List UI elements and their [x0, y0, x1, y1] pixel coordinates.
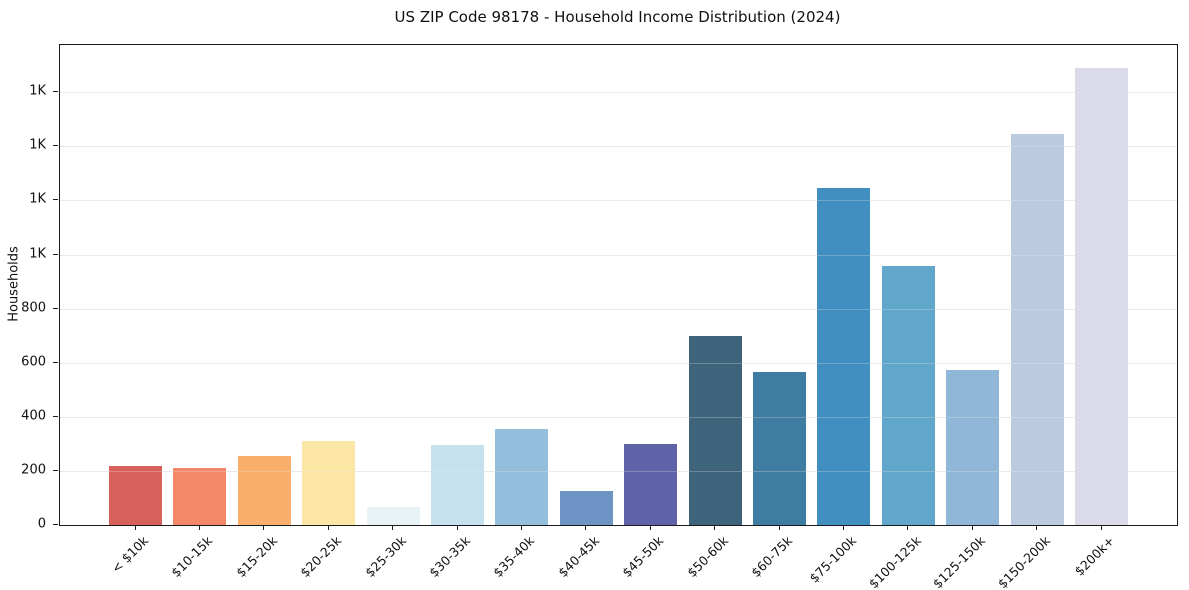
bar-$150-200k: [1010, 133, 1064, 525]
x-tick-label: $50-60k: [683, 533, 731, 581]
y-tick-label: 1K: [29, 137, 46, 153]
bar-$75-100k: [817, 188, 871, 525]
x-tick-label: $60-75k: [748, 533, 796, 581]
gridline: [60, 362, 1177, 364]
y-tick-label: 200: [21, 462, 46, 478]
x-tick-mark: [585, 525, 587, 530]
gridline: [60, 254, 1177, 256]
y-tick-mark: [53, 361, 58, 363]
y-tick-label: 1K: [29, 83, 46, 99]
gridline: [60, 254, 1177, 256]
x-tick-mark: [263, 525, 265, 530]
gridline: [60, 416, 1177, 418]
y-tick-mark: [53, 145, 58, 147]
gridline: [60, 362, 1177, 364]
bar-$25-30k: [366, 507, 420, 525]
y-tick-label: 400: [21, 408, 46, 424]
x-tick-mark: [1100, 525, 1102, 530]
bar-$60-75k: [753, 371, 806, 525]
bar-$125-150k: [946, 369, 1000, 525]
gridline: [60, 308, 1177, 310]
gridline: [60, 146, 1177, 148]
x-tick-label: $150-200k: [994, 533, 1053, 590]
x-tick-mark: [134, 525, 136, 530]
x-tick-mark: [198, 525, 200, 530]
x-tick-label: $15-20k: [232, 533, 280, 581]
bar-< $10k: [109, 465, 162, 525]
x-tick-label: $125-150k: [930, 533, 989, 590]
gridline: [60, 416, 1177, 418]
x-tick-mark: [649, 525, 651, 530]
x-tick-label: $20-25k: [297, 533, 345, 581]
x-tick-mark: [520, 525, 522, 530]
gridline: [60, 92, 1177, 94]
x-tick-mark: [714, 525, 716, 530]
y-tick-mark: [53, 199, 58, 201]
y-tick-mark: [53, 469, 58, 471]
gridline: [60, 146, 1177, 148]
gridline: [60, 200, 1177, 202]
y-tick-mark: [53, 91, 58, 93]
y-tick-label: 1K: [29, 246, 46, 262]
x-tick-label: $200k+: [1071, 533, 1118, 579]
plot-area: [59, 44, 1178, 526]
bar-$50-60k: [688, 335, 742, 525]
x-tick-label: $35-40k: [490, 533, 538, 581]
y-tick-mark: [53, 415, 58, 417]
y-tick-label: 0: [37, 516, 46, 532]
y-tick-label: 800: [21, 300, 46, 316]
x-tick-label: < $10k: [108, 533, 152, 576]
gridline: [60, 308, 1177, 310]
x-tick-mark: [1036, 525, 1038, 530]
y-tick-label: 1K: [29, 191, 46, 207]
y-tick-label: 600: [21, 354, 46, 370]
bar-$45-50k: [624, 443, 678, 525]
x-tick-label: $30-35k: [426, 533, 474, 581]
x-tick-label: $75-100k: [806, 533, 860, 586]
bar-$30-35k: [431, 444, 484, 525]
bar-$35-40k: [495, 429, 549, 525]
bar-$200k+: [1075, 68, 1128, 525]
x-tick-label: $40-45k: [554, 533, 602, 581]
gridline: [60, 92, 1177, 94]
x-tick-mark: [392, 525, 394, 530]
x-tick-label: $100-125k: [865, 533, 924, 590]
bar-$20-25k: [302, 441, 356, 525]
gridline: [60, 470, 1177, 472]
y-tick-mark: [53, 524, 58, 525]
bar-$15-20k: [237, 456, 291, 525]
x-tick-mark: [778, 525, 780, 530]
gridline: [60, 200, 1177, 202]
y-tick-mark: [53, 307, 58, 309]
y-tick-mark: [53, 253, 58, 255]
x-tick-label: $10-15k: [168, 533, 216, 581]
bar-$10-15k: [173, 468, 227, 525]
bar-$100-125k: [881, 266, 935, 525]
x-tick-mark: [327, 525, 329, 530]
x-tick-label: $45-50k: [619, 533, 667, 581]
bar-$40-45k: [559, 491, 613, 525]
x-tick-mark: [456, 525, 458, 530]
x-tick-mark: [842, 525, 844, 530]
x-tick-label: $25-30k: [361, 533, 409, 581]
chart-title: US ZIP Code 98178 - Household Income Dis…: [394, 8, 841, 26]
x-tick-mark: [971, 525, 973, 530]
x-tick-mark: [907, 525, 909, 530]
gridline: [60, 470, 1177, 472]
